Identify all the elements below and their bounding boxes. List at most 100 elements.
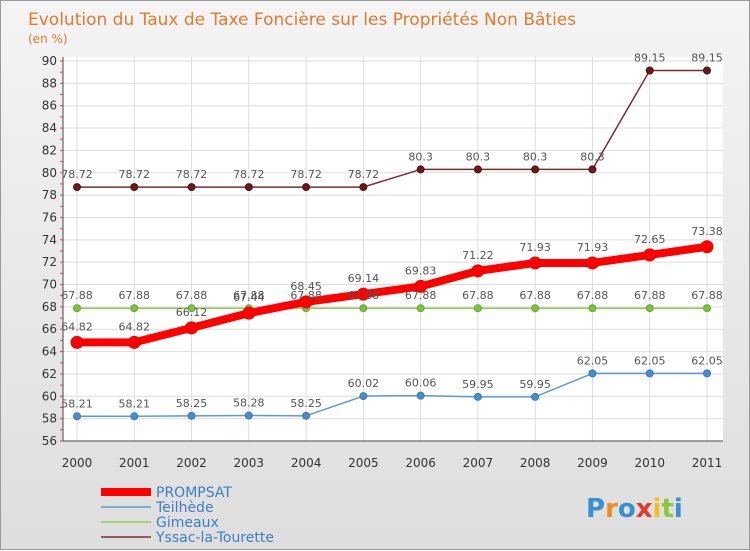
data-point: [416, 304, 425, 313]
data-point: [643, 248, 657, 262]
data-label: 80.3: [466, 150, 491, 163]
data-label: 67.88: [348, 289, 380, 302]
data-label: 67.88: [233, 289, 265, 302]
data-label: 58.21: [61, 397, 93, 410]
y-tick-label: 56: [42, 434, 57, 448]
data-point: [187, 183, 196, 192]
data-point: [416, 165, 425, 174]
data-label: 78.72: [348, 168, 380, 181]
data-point: [703, 369, 711, 378]
legend-label: Gimeaux: [156, 515, 219, 531]
brand-letter: x: [636, 494, 653, 524]
y-tick-label: 60: [42, 389, 57, 403]
data-label: 67.88: [119, 289, 151, 302]
data-label: 67.88: [634, 289, 666, 302]
data-point: [588, 369, 597, 378]
x-tick-label: 2011: [692, 456, 723, 470]
data-point: [130, 183, 139, 192]
brand-letter: i: [653, 494, 662, 524]
data-point: [242, 306, 256, 320]
data-label: 60.06: [405, 377, 437, 390]
data-point: [70, 335, 84, 349]
data-label: 62.05: [577, 354, 609, 367]
data-point: [585, 256, 599, 270]
x-tick-label: 2005: [348, 456, 379, 470]
data-point: [473, 392, 482, 401]
data-point: [302, 411, 311, 420]
data-label: 78.72: [290, 168, 322, 181]
data-point: [356, 287, 370, 301]
data-point: [127, 335, 141, 349]
data-label: 78.72: [176, 168, 208, 181]
series-line-1: [77, 372, 707, 418]
data-point: [588, 165, 597, 174]
x-tick-label: 2000: [62, 456, 93, 470]
data-point: [703, 66, 711, 75]
data-point: [588, 304, 597, 313]
data-label: 64.82: [61, 320, 93, 333]
data-point: [531, 304, 540, 313]
y-tick-label: 74: [42, 233, 57, 247]
x-tick-label: 2003: [234, 456, 265, 470]
y-tick-label: 62: [42, 367, 57, 381]
chart-title: Evolution du Taux de Taxe Foncière sur l…: [28, 10, 576, 30]
data-label: 80.3: [580, 150, 605, 163]
data-point: [359, 304, 368, 313]
data-label: 67.44: [233, 291, 265, 304]
data-label: 73.38: [691, 225, 723, 238]
data-label: 78.72: [119, 168, 151, 181]
data-label: 71.93: [519, 241, 551, 254]
x-tick-label: 2008: [520, 456, 551, 470]
data-point: [471, 264, 485, 278]
data-label: 67.88: [577, 289, 609, 302]
chart-ylabel: (en %): [28, 32, 68, 46]
data-point: [73, 304, 81, 313]
legend-label: PROMPSAT: [156, 485, 232, 501]
data-label: 71.93: [577, 241, 609, 254]
data-point: [73, 412, 81, 421]
y-tick-label: 70: [42, 278, 57, 292]
data-label: 67.88: [290, 289, 322, 302]
series-line-0: [77, 242, 708, 347]
data-label: 89.15: [634, 52, 666, 65]
x-tick-label: 2006: [405, 456, 436, 470]
data-label: 78.72: [233, 168, 265, 181]
data-label: 89.15: [691, 52, 723, 65]
data-label: 58.21: [119, 397, 151, 410]
data-label: 67.88: [61, 289, 93, 302]
y-tick-label: 86: [42, 99, 57, 113]
data-point: [244, 411, 253, 420]
data-label: 60.02: [348, 377, 380, 390]
data-label: 78.72: [61, 168, 93, 181]
data-label: 71.22: [462, 249, 494, 262]
data-point: [703, 304, 711, 313]
x-tick-label: 2007: [463, 456, 494, 470]
data-label: 80.3: [523, 150, 548, 163]
data-point: [244, 183, 253, 192]
x-tick-label: 2009: [577, 456, 608, 470]
data-point: [359, 392, 368, 401]
y-tick-label: 64: [42, 345, 57, 359]
data-label: 67.88: [405, 289, 437, 302]
data-point: [299, 295, 313, 309]
plot-area: [63, 57, 723, 441]
data-label: 67.88: [462, 289, 494, 302]
data-point: [130, 412, 139, 421]
data-point: [187, 411, 196, 420]
data-label: 72.65: [634, 233, 666, 246]
data-label: 80.3: [408, 150, 433, 163]
data-point: [73, 183, 81, 192]
data-point: [645, 66, 654, 75]
x-tick-label: 2004: [291, 456, 322, 470]
data-label: 62.05: [691, 354, 723, 367]
y-tick-label: 84: [42, 121, 57, 135]
data-label: 66.12: [176, 306, 208, 319]
brand-letter: t: [661, 494, 673, 524]
y-tick-label: 90: [42, 54, 57, 68]
data-point: [359, 183, 368, 192]
data-point: [185, 321, 199, 335]
data-point: [531, 165, 540, 174]
data-label: 67.88: [691, 289, 723, 302]
brand-letter: r: [605, 494, 618, 524]
